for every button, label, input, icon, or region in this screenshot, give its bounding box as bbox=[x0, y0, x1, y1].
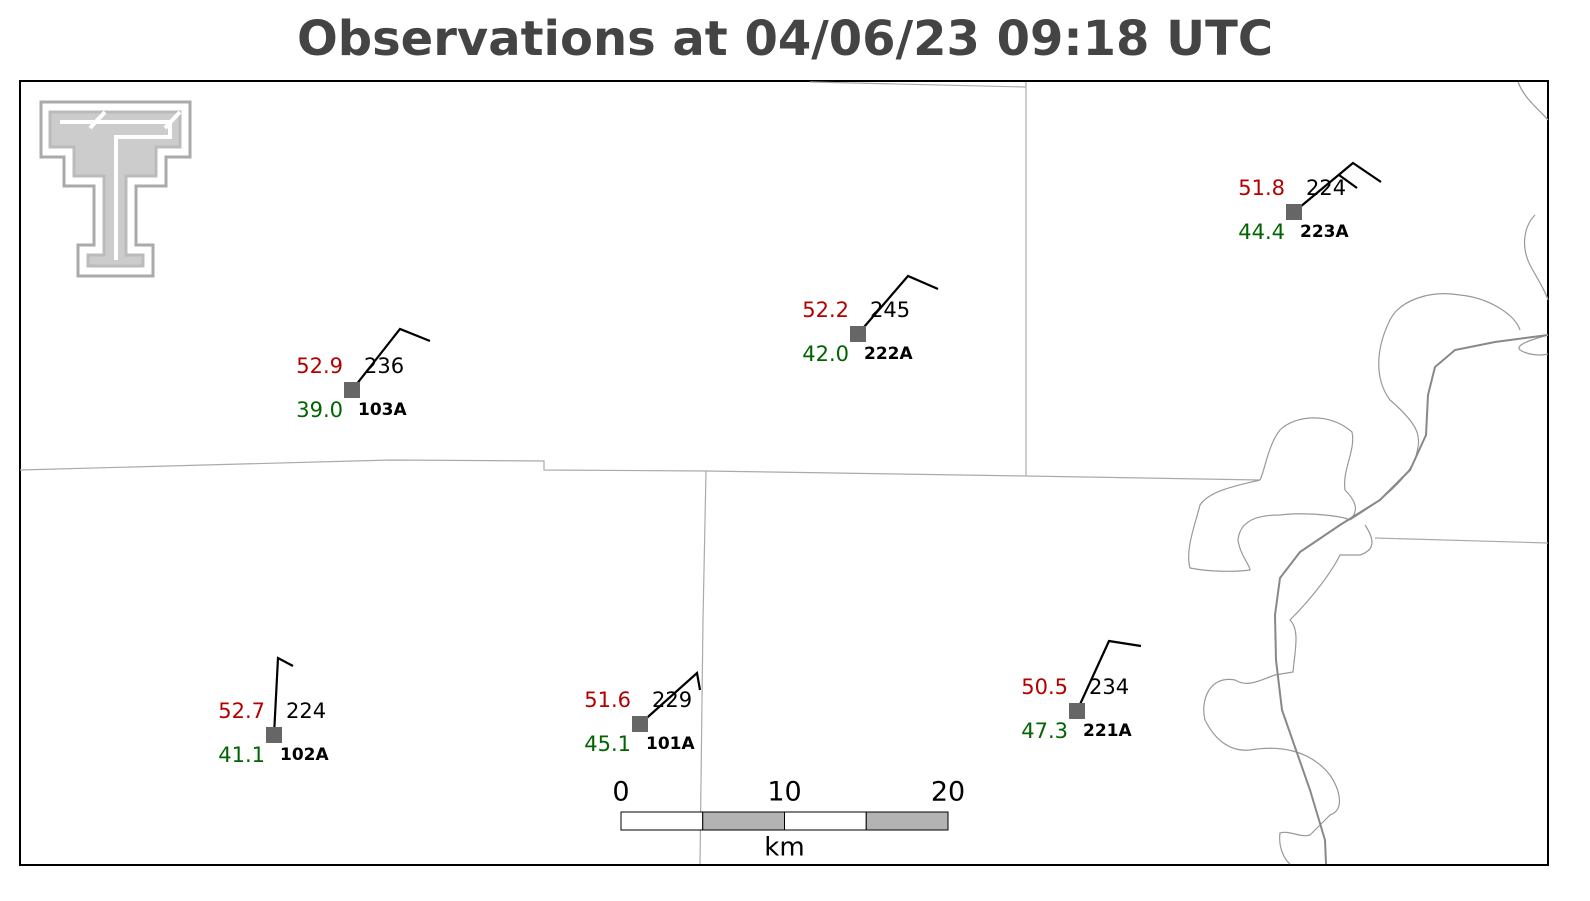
station-marker bbox=[1069, 703, 1085, 719]
temperature: 52.9 bbox=[296, 354, 343, 378]
dewpoint: 47.3 bbox=[1021, 719, 1068, 743]
scale-bar: 0 10 20 km bbox=[612, 777, 965, 863]
scale-segment bbox=[702, 811, 785, 831]
scale-segment bbox=[784, 811, 867, 831]
wind-barb bbox=[1075, 639, 1142, 712]
wind-barb bbox=[272, 656, 294, 736]
scale-segment bbox=[620, 811, 704, 831]
map-frame bbox=[19, 80, 1549, 866]
scale-tick-label: 20 bbox=[931, 777, 965, 808]
wind-barb bbox=[857, 274, 939, 335]
station-id: 221A bbox=[1083, 721, 1132, 741]
dewpoint: 44.4 bbox=[1238, 220, 1285, 244]
pressure: 236 bbox=[364, 354, 404, 378]
station-id: 103A bbox=[358, 400, 407, 420]
dewpoint: 41.1 bbox=[218, 743, 265, 767]
station-marker bbox=[632, 716, 648, 732]
pressure: 224 bbox=[1306, 176, 1346, 200]
pressure: 224 bbox=[286, 699, 326, 723]
scale-tick-label: 0 bbox=[612, 777, 629, 808]
title: Observations at 04/06/23 09:18 UTC bbox=[297, 11, 1273, 67]
station-id: 222A bbox=[864, 344, 913, 364]
temperature: 50.5 bbox=[1021, 675, 1068, 699]
wind-barb bbox=[351, 327, 431, 391]
temperature: 51.6 bbox=[584, 688, 631, 712]
station-marker bbox=[266, 727, 282, 743]
station-id: 102A bbox=[280, 745, 329, 765]
dewpoint: 45.1 bbox=[584, 732, 631, 756]
wind-barb bbox=[1293, 161, 1382, 213]
temperature: 51.8 bbox=[1238, 176, 1285, 200]
dewpoint: 42.0 bbox=[802, 342, 849, 366]
station-marker bbox=[1286, 204, 1302, 220]
scale-unit: km bbox=[764, 833, 804, 863]
station-marker bbox=[850, 326, 866, 342]
temperature: 52.7 bbox=[218, 699, 265, 723]
wind-barb bbox=[639, 670, 702, 725]
pressure: 229 bbox=[652, 688, 692, 712]
boundaries bbox=[19, 81, 1549, 865]
scale-segment bbox=[865, 811, 949, 831]
station-id: 223A bbox=[1300, 222, 1349, 242]
pressure: 234 bbox=[1089, 675, 1129, 699]
station-id: 101A bbox=[646, 734, 695, 754]
station-marker bbox=[344, 382, 360, 398]
temperature: 52.2 bbox=[802, 298, 849, 322]
dewpoint: 39.0 bbox=[296, 398, 343, 422]
logo bbox=[39, 100, 192, 278]
pressure: 245 bbox=[870, 298, 910, 322]
stations: 52.9 236 39.0 103A 52.2 245 42.0 222A 51.8 224 44.… bbox=[218, 161, 1382, 767]
scale-tick-label: 10 bbox=[767, 777, 801, 808]
